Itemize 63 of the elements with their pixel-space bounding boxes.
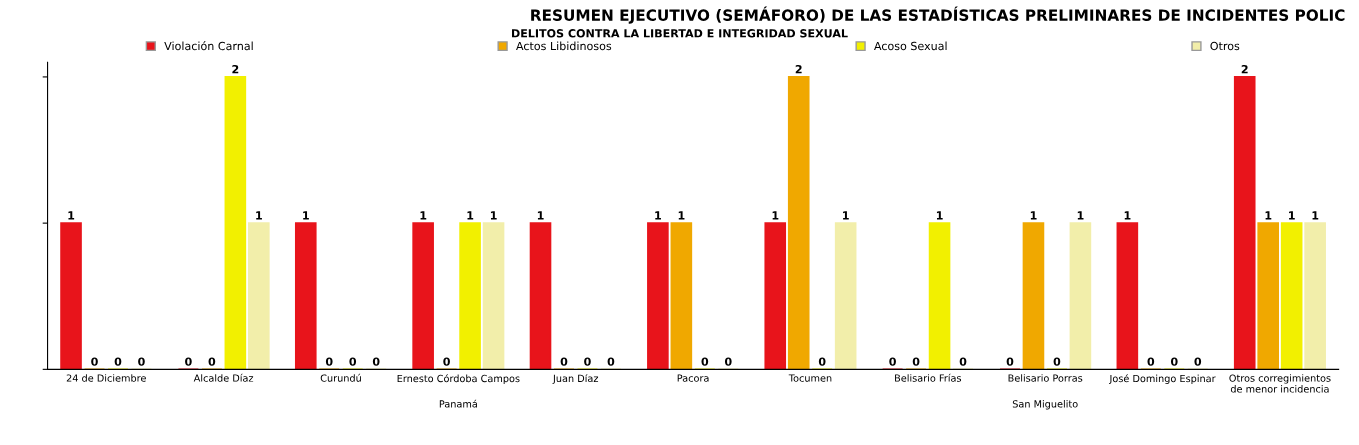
data-label: 1 [1124, 211, 1131, 220]
text: Panamá [439, 399, 477, 408]
data-label: 2 [1241, 64, 1248, 74]
data-label: 0 [443, 357, 450, 366]
data-label: 1 [936, 211, 943, 220]
data-label: 0 [607, 357, 615, 366]
chart-title: RESUMEN EJECUTIVO (SEMÁFORO) DE LAS ESTADÍSTICAS PRELIMINARES DE INCIDENTES POLIC [531, 6, 1345, 24]
chart-subtitle: DELITOS CONTRA LA LIBERTAD E INTEGRIDAD SEXUAL [512, 29, 848, 38]
legend-label: Actos Libidinosos [516, 41, 612, 51]
data-label: 0 [91, 357, 98, 366]
data-label: 1 [1077, 211, 1084, 220]
x-tick-label: Juan Díaz [552, 374, 599, 384]
x-tick-label: Curundú [320, 373, 361, 382]
data-label: 0 [208, 357, 216, 366]
data-label: 0 [912, 357, 920, 366]
data-label: 1 [420, 211, 427, 220]
data-label: 0 [1053, 357, 1061, 366]
legend-label: Acoso Sexual [874, 41, 947, 51]
data-label: 1 [68, 211, 75, 220]
data-label: 0 [138, 357, 145, 366]
x-tick-label: 24 de Diciembre [66, 374, 146, 382]
data-label: 0 [372, 357, 380, 366]
data-label: 0 [584, 357, 591, 366]
x-tick-label: Ernesto Córdoba Campos [397, 374, 520, 385]
data-label: 0 [1147, 357, 1155, 366]
data-label: 0 [889, 357, 896, 366]
data-label: 0 [1194, 357, 1202, 366]
data-label: 1 [490, 211, 497, 220]
data-label: 0 [818, 357, 826, 366]
data-label: 1 [772, 211, 779, 220]
data-label: 1 [1030, 211, 1037, 220]
data-label: 1 [1265, 211, 1272, 220]
data-label: 0 [724, 357, 732, 366]
data-label: 1 [537, 211, 544, 220]
x-tick-label: Belisario Porras [1008, 374, 1083, 382]
legend-label: Otros [1210, 41, 1240, 51]
data-label: 1 [303, 211, 309, 220]
x-tick-label: Alcalde Díaz [193, 373, 254, 382]
x-tick-label: Otros corregimientos de menor incidencia [1229, 374, 1331, 393]
data-label: 0 [1170, 357, 1178, 366]
data-label: 0 [114, 357, 122, 366]
data-label: 1 [467, 211, 474, 220]
x-tick-label: Tocumen [788, 374, 832, 382]
data-label: 0 [349, 357, 357, 366]
data-label: 2 [232, 64, 239, 74]
data-label: 1 [678, 211, 685, 220]
data-label: 0 [560, 357, 568, 366]
data-label: 1 [256, 211, 262, 220]
data-label: 1 [655, 211, 661, 220]
data-label: 0 [1006, 357, 1014, 366]
data-label: 2 [795, 64, 802, 74]
data-label: 0 [701, 357, 709, 366]
data-label: 0 [959, 357, 967, 366]
data-label: 1 [1289, 211, 1295, 220]
data-label: 0 [185, 357, 192, 366]
text: San Miguelito [1012, 400, 1078, 410]
data-label: 1 [843, 211, 849, 220]
data-label: 1 [1312, 211, 1319, 220]
x-tick-label: José Domingo Espinar [1109, 374, 1216, 385]
legend-label: Violación Carnal [164, 41, 253, 51]
x-tick-label: Pacora [677, 374, 709, 382]
data-label: 0 [325, 357, 333, 366]
x-tick-label: Belisario Frías [895, 373, 962, 382]
